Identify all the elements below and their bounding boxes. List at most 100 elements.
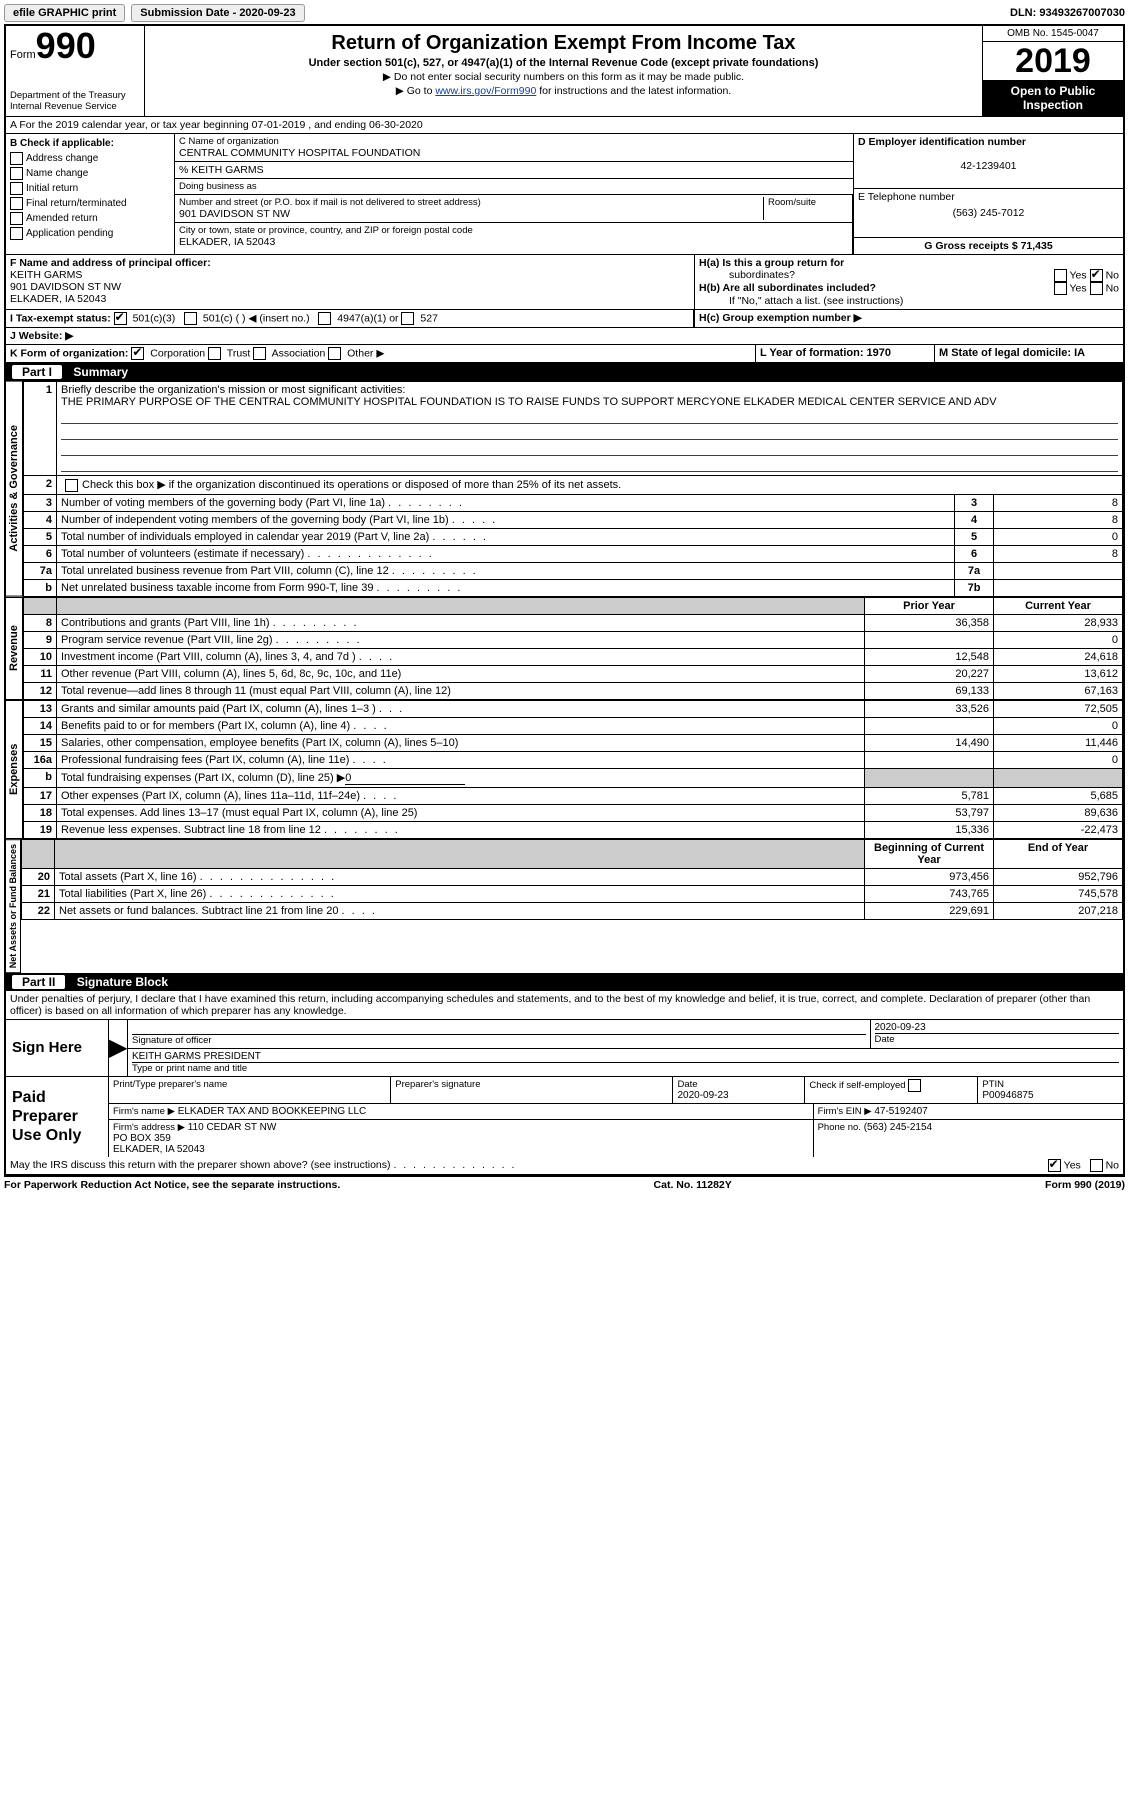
- form-number: Form990: [10, 30, 140, 62]
- yes-1: Yes: [1070, 269, 1087, 281]
- l7a: Total unrelated business revenue from Pa…: [61, 565, 389, 577]
- cb-501c[interactable]: [184, 312, 197, 325]
- p11: 20,227: [865, 665, 994, 682]
- p20: 973,456: [865, 868, 994, 885]
- top-bar: efile GRAPHIC print Submission Date - 20…: [4, 4, 1125, 22]
- hc-label: H(c) Group exemption number ▶: [699, 312, 862, 324]
- prior-hdr: Prior Year: [865, 597, 994, 614]
- part2-title: Signature Block: [77, 975, 168, 989]
- l7b: Net unrelated business taxable income fr…: [61, 582, 373, 594]
- yes-2: Yes: [1070, 282, 1087, 294]
- v7a: [994, 562, 1123, 579]
- c-name-label: C Name of organization: [179, 136, 849, 147]
- arrow-icon: ▶: [108, 1020, 127, 1076]
- l2-text: Check this box ▶ if the organization dis…: [82, 479, 621, 491]
- cb-ha-yes[interactable]: [1054, 269, 1067, 282]
- firm-phone: (563) 245-2154: [864, 1122, 932, 1133]
- cb-501c3[interactable]: [114, 312, 127, 325]
- cb-trust[interactable]: [208, 347, 221, 360]
- c11: 13,612: [994, 665, 1123, 682]
- foot-l: For Paperwork Reduction Act Notice, see …: [4, 1179, 340, 1191]
- c9: 0: [994, 631, 1123, 648]
- g-label: G Gross receipts $ 71,435: [924, 240, 1052, 252]
- cb-discuss-yes[interactable]: [1048, 1159, 1061, 1172]
- form-subtitle: Under section 501(c), 527, or 4947(a)(1)…: [153, 57, 974, 69]
- e-label: E Telephone number: [858, 191, 1119, 203]
- sig-officer-label: Signature of officer: [132, 1034, 866, 1046]
- p12: 69,133: [865, 682, 994, 699]
- form-border: Form990 Department of the Treasury Inter…: [4, 24, 1125, 1177]
- ssn-notice: ▶ Do not enter social security numbers o…: [153, 71, 974, 83]
- l3: Number of voting members of the governin…: [61, 497, 385, 509]
- cb-ha-no[interactable]: [1090, 269, 1103, 282]
- v4: 8: [994, 511, 1123, 528]
- l10: Investment income (Part VIII, column (A)…: [61, 651, 356, 663]
- prep-name-label: Print/Type preparer's name: [109, 1077, 391, 1103]
- cb-pending[interactable]: [10, 227, 23, 240]
- l16a: Professional fundraising fees (Part IX, …: [61, 754, 349, 766]
- i-o4: 527: [420, 312, 438, 324]
- ptin: P00946875: [982, 1090, 1033, 1101]
- inspect-l2: Inspection: [985, 98, 1121, 112]
- f-label: F Name and address of principal officer:: [10, 257, 211, 269]
- ein: 42-1239401: [858, 160, 1119, 172]
- l16b: Total fundraising expenses (Part IX, col…: [61, 772, 345, 784]
- city-label: City or town, state or province, country…: [179, 225, 848, 236]
- cb-amended[interactable]: [10, 212, 23, 225]
- foot-c: Cat. No. 11282Y: [654, 1179, 732, 1191]
- dba-label: Doing business as: [175, 179, 853, 195]
- cb-527[interactable]: [401, 312, 414, 325]
- cb-assoc[interactable]: [253, 347, 266, 360]
- begin-hdr: Beginning of Current Year: [865, 839, 994, 868]
- part2-header: Part II Signature Block: [6, 973, 1123, 991]
- l5: Total number of individuals employed in …: [61, 531, 429, 543]
- officer-city: ELKADER, IA 52043: [10, 293, 106, 305]
- end-hdr: End of Year: [994, 839, 1123, 868]
- cb-final[interactable]: [10, 197, 23, 210]
- v6: 8: [994, 545, 1123, 562]
- cb-4947[interactable]: [318, 312, 331, 325]
- firm-ein: 47-5192407: [874, 1106, 927, 1117]
- cb-address-change[interactable]: [10, 152, 23, 165]
- cb-discuss-no[interactable]: [1090, 1159, 1103, 1172]
- footer: For Paperwork Reduction Act Notice, see …: [4, 1177, 1125, 1193]
- opt-address: Address change: [26, 153, 98, 164]
- goto-post: for instructions and the latest informat…: [536, 85, 731, 97]
- l17: Other expenses (Part IX, column (A), lin…: [61, 790, 360, 802]
- i-o1: 501(c)(3): [133, 312, 176, 324]
- mission: THE PRIMARY PURPOSE OF THE CENTRAL COMMU…: [61, 396, 997, 408]
- c10: 24,618: [994, 648, 1123, 665]
- l6: Total number of volunteers (estimate if …: [61, 548, 304, 560]
- cb-selfemp[interactable]: [908, 1079, 921, 1092]
- opt-amended: Amended return: [26, 213, 98, 224]
- paid-preparer: Paid Preparer Use Only: [6, 1077, 108, 1157]
- k-label: K Form of organization:: [10, 347, 128, 359]
- p10: 12,548: [865, 648, 994, 665]
- k-o3: Association: [272, 347, 326, 359]
- cb-corp[interactable]: [131, 347, 144, 360]
- c22: 207,218: [994, 902, 1123, 919]
- firm: ELKADER TAX AND BOOKKEEPING LLC: [178, 1106, 367, 1117]
- cb-name-change[interactable]: [10, 167, 23, 180]
- cb-hb-yes[interactable]: [1054, 282, 1067, 295]
- p17: 5,781: [865, 787, 994, 804]
- ha-label: H(a) Is this a group return for: [699, 257, 844, 269]
- cb-initial[interactable]: [10, 182, 23, 195]
- p14: [865, 717, 994, 734]
- l22: Net assets or fund balances. Subtract li…: [59, 905, 338, 917]
- public-inspection: Open to Public Inspection: [983, 80, 1123, 116]
- cb-other[interactable]: [328, 347, 341, 360]
- ein-l: Firm's EIN ▶: [818, 1106, 872, 1117]
- cb-hb-no[interactable]: [1090, 282, 1103, 295]
- m-label: M State of legal domicile: IA: [939, 347, 1085, 359]
- cb-discontinued[interactable]: [65, 479, 78, 492]
- opt-pending: Application pending: [26, 228, 113, 239]
- l12: Total revenue—add lines 8 through 11 (mu…: [57, 682, 865, 699]
- firm-l: Firm's name ▶: [113, 1106, 175, 1117]
- l11: Other revenue (Part VIII, column (A), li…: [57, 665, 865, 682]
- side-governance: Activities & Governance: [6, 381, 23, 597]
- tax-year: 2019: [983, 42, 1123, 80]
- street-label: Number and street (or P.O. box if mail i…: [179, 197, 763, 208]
- irs-link[interactable]: www.irs.gov/Form990: [435, 85, 536, 97]
- b-label: B Check if applicable:: [10, 138, 114, 149]
